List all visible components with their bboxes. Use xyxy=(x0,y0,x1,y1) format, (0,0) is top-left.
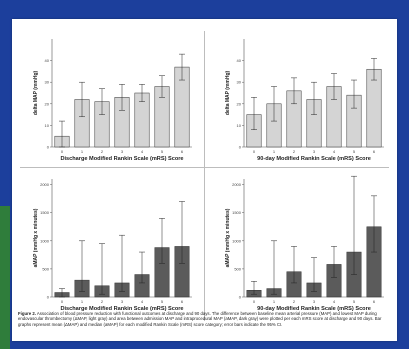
bar-6 xyxy=(366,68,382,148)
chart-90day-delta-map: 0 10 20 30 40 0 1 2 3 4 5 690-day Modified Rankin S… xyxy=(225,39,384,162)
x-tick-label: 1 xyxy=(273,299,276,304)
panel-divider-horizontal xyxy=(20,167,389,168)
x-axis-label: Discharge Modified Rankin Scale (mRS) Sc… xyxy=(60,306,183,312)
y-axis-label: aMAP (mmHg x minutes) xyxy=(225,208,231,267)
x-tick-label: 5 xyxy=(161,149,164,154)
y-tick-label: 1000 xyxy=(40,238,50,243)
x-tick-label: 1 xyxy=(81,149,84,154)
y-axis-label: aMAP (mmHg x minutes) xyxy=(33,208,39,267)
figure-page: 0 10 20 30 40 0 1 2 3 4 5 6 Discharge Modified Ranki… xyxy=(12,19,397,341)
y-tick-label: 30 xyxy=(237,80,242,85)
x-tick-label: 1 xyxy=(273,149,276,154)
caption-label: Figure 2. xyxy=(18,311,36,316)
x-axis-label: Discharge Modified Rankin Scale (mRS) Sc… xyxy=(60,156,183,162)
panel-discharge-delta-map: 0 10 20 30 40 0 1 2 3 4 5 6 Discharge Modified Ranki… xyxy=(16,25,201,167)
x-tick-label: 2 xyxy=(101,299,104,304)
y-tick-label: 1500 xyxy=(40,210,50,215)
panel-90day-delta-map: 0 10 20 30 40 0 1 2 3 4 5 6 90-day Modified Rankin S… xyxy=(208,25,393,167)
y-tick-label: 0 xyxy=(239,295,242,300)
y-tick-label: 1000 xyxy=(232,238,242,243)
x-tick-label: 5 xyxy=(353,149,356,154)
y-tick-label: 2000 xyxy=(232,182,242,187)
x-tick-label: 6 xyxy=(181,149,184,154)
figure-caption: Figure 2. Association of blood pressure … xyxy=(18,311,392,327)
y-tick-label: 2000 xyxy=(40,182,50,187)
y-tick-label: 10 xyxy=(45,123,50,128)
green-accent-bar xyxy=(0,206,10,349)
y-axis-label: delta MAP (mmHg) xyxy=(33,70,39,115)
x-tick-label: 0 xyxy=(61,299,64,304)
panel-divider-vertical xyxy=(204,31,205,321)
x-tick-label: 3 xyxy=(121,149,124,154)
x-tick-label: 3 xyxy=(121,299,124,304)
y-tick-label: 30 xyxy=(45,80,50,85)
chart-90day-amap: 0 500 1000 1500 2000 0 1 2 3 4 5 690-day Modified R… xyxy=(225,175,384,312)
y-tick-label: 40 xyxy=(45,58,50,63)
y-tick-label: 1500 xyxy=(232,210,242,215)
x-tick-label: 2 xyxy=(101,149,104,154)
y-tick-label: 0 xyxy=(47,145,50,150)
x-tick-label: 4 xyxy=(333,299,336,304)
y-tick-label: 20 xyxy=(45,101,50,106)
x-axis-label: 90-day Modified Rankin Scale (mRS) Score xyxy=(257,156,371,162)
x-tick-label: 2 xyxy=(293,299,296,304)
chart-discharge-amap: 0 500 1000 1500 2000 0 1 2 3 4 5 6 Discharge Modifie… xyxy=(33,179,192,312)
x-tick-label: 3 xyxy=(313,299,316,304)
x-tick-label: 2 xyxy=(293,149,296,154)
x-tick-label: 5 xyxy=(353,299,356,304)
panel-90day-amap: 0 500 1000 1500 2000 0 1 2 3 4 5 6 90-day Modified R… xyxy=(208,169,393,312)
x-tick-label: 0 xyxy=(253,149,256,154)
y-tick-label: 500 xyxy=(42,266,49,271)
x-tick-label: 4 xyxy=(141,299,144,304)
x-tick-label: 5 xyxy=(161,299,164,304)
x-tick-label: 0 xyxy=(61,149,64,154)
y-tick-label: 500 xyxy=(234,266,241,271)
chart-discharge-delta-map: 0 10 20 30 40 0 1 2 3 4 5 6 Discharge Modified Ranki… xyxy=(33,39,192,162)
y-tick-label: 20 xyxy=(237,101,242,106)
caption-text: Association of blood pressure reduction … xyxy=(18,311,382,327)
x-tick-label: 3 xyxy=(313,149,316,154)
y-tick-label: 10 xyxy=(237,123,242,128)
x-tick-label: 4 xyxy=(141,149,144,154)
x-tick-label: 6 xyxy=(373,299,376,304)
x-tick-label: 6 xyxy=(373,149,376,154)
y-axis-label: delta MAP (mmHg) xyxy=(225,70,231,115)
x-axis-label: 90-day Modified Rankin Scale (mRS) Score xyxy=(257,306,371,312)
y-tick-label: 40 xyxy=(237,58,242,63)
y-tick-label: 0 xyxy=(239,145,242,150)
x-tick-label: 0 xyxy=(253,299,256,304)
x-tick-label: 6 xyxy=(181,299,184,304)
x-tick-label: 1 xyxy=(81,299,84,304)
x-tick-label: 4 xyxy=(333,149,336,154)
panel-discharge-amap: 0 500 1000 1500 2000 0 1 2 3 4 5 6 Discharge Modifie… xyxy=(16,169,201,312)
y-tick-label: 0 xyxy=(47,295,50,300)
